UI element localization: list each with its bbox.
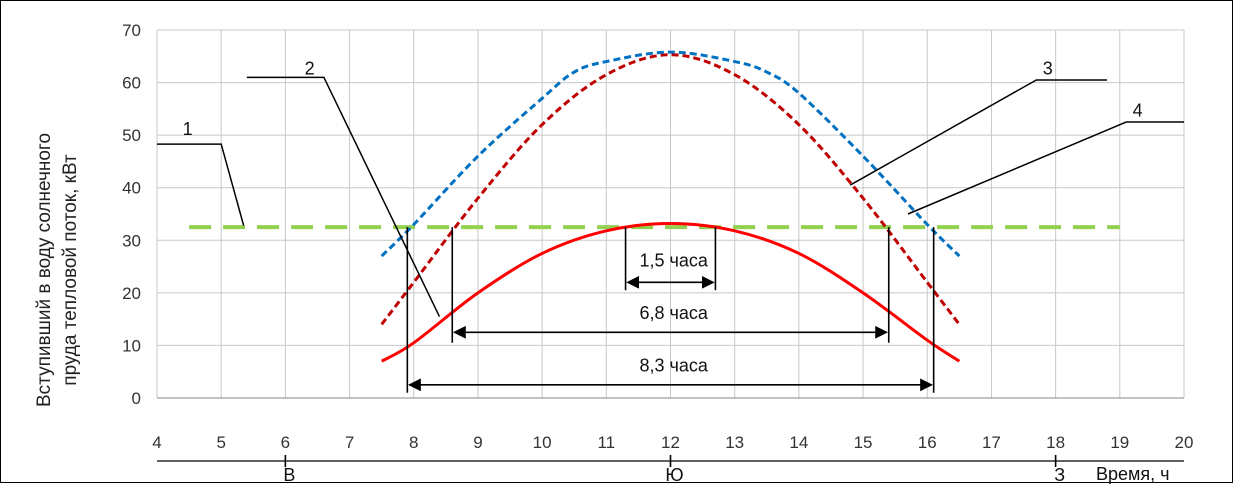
x-tick-label: 19 (1110, 433, 1129, 452)
x-tick-label: 17 (982, 433, 1001, 452)
x-tick-label: 13 (725, 433, 744, 452)
series-2-label: 2 (305, 59, 315, 79)
x-tick-label: 14 (789, 433, 808, 452)
x-tick-label: 4 (152, 433, 161, 452)
y-tick-label: 30 (122, 231, 141, 250)
direction-label: З (1054, 465, 1065, 485)
series-1-leader (157, 143, 245, 226)
direction-label: В (283, 465, 295, 485)
x-tick-label: 10 (533, 433, 552, 452)
series-group (189, 50, 1120, 363)
grid (156, 29, 1185, 399)
series-4-line (380, 50, 961, 258)
x-tick-label: 20 (1175, 433, 1194, 452)
x-tick-label: 18 (1046, 433, 1065, 452)
duration-label: 8,3 часа (639, 356, 708, 376)
y-tick-label: 0 (132, 389, 141, 408)
series-1-label: 1 (183, 119, 193, 139)
x-tick-label: 6 (281, 433, 290, 452)
y-tick-label: 10 (122, 336, 141, 355)
x-tick-label: 9 (473, 433, 482, 452)
series-2-leader (246, 76, 441, 317)
direction-label: Ю (665, 465, 683, 485)
y-tick-label: 70 (122, 21, 141, 40)
y-axis-label-line-1: Вступивший в воду солнечного (34, 133, 55, 407)
series-2-line (380, 221, 961, 363)
annotations: 1 2 3 4 1,5 часа 6,8 часа 8,3 часа (157, 59, 1184, 393)
y-axis-label-line-2: пруда тепловой поток, кВт (60, 154, 81, 386)
y-tick-label: 40 (122, 179, 141, 198)
duration-label: 6,8 часа (639, 303, 708, 323)
series-3-leader (849, 79, 1107, 186)
x-tick-label: 12 (661, 433, 680, 452)
x-tick-label: 5 (216, 433, 225, 452)
x-axis-label: Время, ч (1096, 464, 1170, 484)
series-3-line (380, 53, 961, 326)
x-tick-label: 16 (918, 433, 937, 452)
x-tick-label: 8 (409, 433, 418, 452)
y-tick-label: 60 (122, 74, 141, 93)
x-tick-label: 11 (597, 433, 615, 452)
series-3-label: 3 (1043, 59, 1053, 79)
y-axis-label: Вступивший в воду солнечного пруда тепло… (34, 133, 81, 407)
series-4-leader (907, 121, 1184, 215)
axes: 4 5 6 7 8 9 10 11 12 13 14 15 16 17 18 19 20010203040506… (122, 21, 1193, 485)
series-4-label: 4 (1133, 101, 1143, 121)
x-tick-label: 15 (854, 433, 873, 452)
y-tick-label: 20 (122, 284, 141, 303)
x-tick-label: 7 (345, 433, 354, 452)
y-tick-label: 50 (122, 126, 141, 145)
duration-label: 1,5 часа (639, 251, 708, 271)
